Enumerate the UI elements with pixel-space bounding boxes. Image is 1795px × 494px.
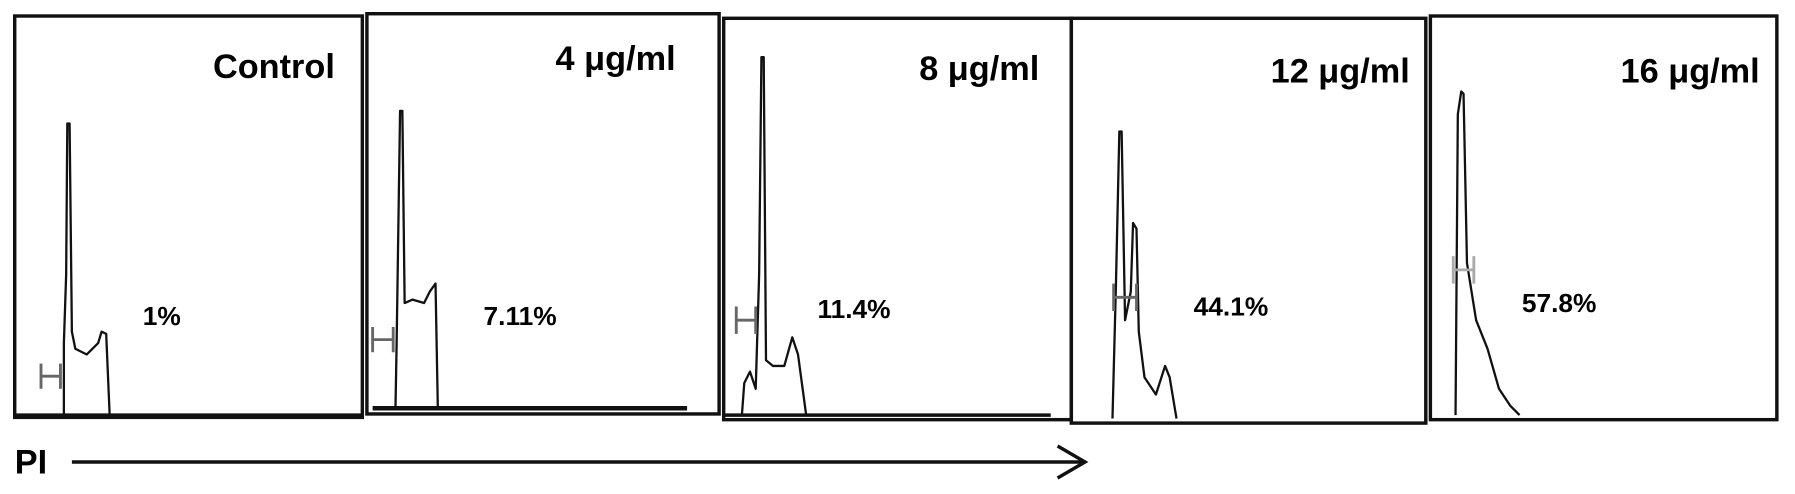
histogram [62, 122, 111, 415]
panel-title: 16 μg/ml [1621, 52, 1760, 90]
panel-title: 8 μg/ml [919, 50, 1039, 88]
panel-frame [1428, 14, 1779, 422]
histogram [1454, 90, 1521, 416]
panel-title: 12 μg/ml [1271, 52, 1410, 90]
gate-marker [734, 306, 758, 334]
histogram [740, 56, 808, 415]
gate-marker [1112, 283, 1138, 312]
axis-label: PI [15, 443, 47, 481]
histogram [1111, 130, 1178, 419]
apoptosis-percentage: 11.4% [817, 294, 890, 324]
gate-marker [371, 327, 395, 353]
histogram [394, 109, 439, 408]
apoptosis-percentage: 44.1% [1194, 292, 1269, 322]
apoptosis-percentage: 7.11% [484, 301, 557, 331]
axis-arrowhead [1056, 444, 1089, 480]
panel-frame [12, 14, 365, 420]
apoptosis-percentage: 1% [143, 301, 181, 331]
panel-title: Control [213, 48, 335, 86]
panel-frame [365, 12, 721, 416]
panel-frame [1069, 16, 1428, 425]
gate-marker [39, 363, 62, 389]
gate-marker [1451, 256, 1476, 284]
apoptosis-percentage: 57.8% [1522, 288, 1597, 318]
panel-title: 4 μg/ml [556, 40, 676, 78]
